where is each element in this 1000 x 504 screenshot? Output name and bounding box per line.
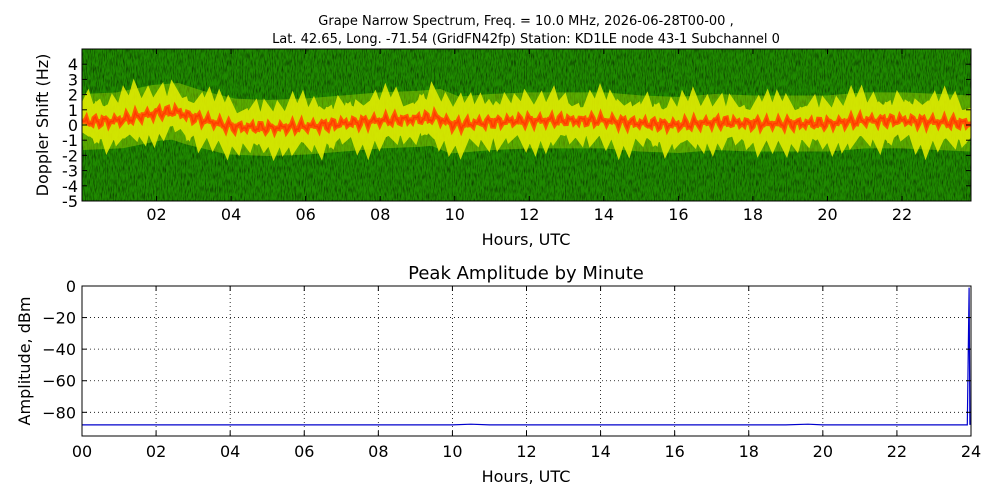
spectrogram-y-tick-label: 2 — [68, 86, 78, 105]
spectrogram-y-tick-label: -4 — [62, 177, 78, 196]
spectrogram-y-label: Doppler Shift (Hz) — [33, 54, 52, 197]
spectrogram-y-tick-label: 0 — [68, 116, 78, 135]
spectrogram-y-tick-label: -2 — [62, 146, 78, 165]
amplitude-y-tick-label: −20 — [42, 309, 76, 328]
spectrogram-y-tick-label: -5 — [62, 192, 78, 211]
amplitude-x-tick-label: 18 — [739, 442, 759, 461]
amplitude-x-tick-label: 08 — [368, 442, 388, 461]
amplitude-x-label: Hours, UTC — [482, 467, 571, 486]
amplitude-y-ticks: 0 −20 −40 −60 −80 — [42, 277, 971, 422]
amplitude-x-tick-label: 24 — [961, 442, 981, 461]
amplitude-x-tick-label: 04 — [220, 442, 240, 461]
spectrogram-x-tick-label: 10 — [445, 205, 465, 224]
spectrogram-x-tick-label: 22 — [892, 205, 912, 224]
spectrogram-x-tick-label: 12 — [519, 205, 539, 224]
amplitude-x-tick-label: 10 — [442, 442, 462, 461]
spectrogram-x-tick-label: 04 — [221, 205, 241, 224]
amplitude-y-tick-label: −60 — [42, 372, 76, 391]
spectrogram-y-tick-label: -3 — [62, 162, 78, 181]
amplitude-x-tick-label: 22 — [887, 442, 907, 461]
amplitude-x-tick-label: 06 — [294, 442, 314, 461]
spectrogram-plot — [82, 49, 971, 201]
amplitude-x-ticks: 00 02 04 06 08 10 12 14 16 18 20 22 24 — [72, 286, 981, 461]
spectrogram-x-tick-label: 14 — [594, 205, 614, 224]
amplitude-series-line — [82, 287, 971, 426]
spectrum-title-line2: Lat. 42.65, Long. -71.54 (GridFN42fp) St… — [272, 32, 780, 47]
amplitude-x-tick-label: 20 — [813, 442, 833, 461]
amplitude-x-tick-label: 00 — [72, 442, 92, 461]
spectrum-title-line1: Grape Narrow Spectrum, Freq. = 10.0 MHz,… — [318, 14, 733, 29]
amplitude-x-tick-label: 16 — [664, 442, 684, 461]
spectrogram-y-tick-label: 3 — [68, 70, 78, 89]
spectrogram-y-tick-label: 1 — [68, 101, 78, 120]
amplitude-grid — [82, 286, 971, 436]
amplitude-x-tick-label: 14 — [590, 442, 610, 461]
amplitude-x-tick-label: 02 — [146, 442, 166, 461]
spectrogram-x-tick-label: 16 — [668, 205, 688, 224]
doppler-trace-core — [82, 106, 971, 134]
amplitude-y-tick-label: −40 — [42, 340, 76, 359]
amplitude-y-tick-label: −80 — [42, 403, 76, 422]
spectrogram-x-tick-label: 02 — [146, 205, 166, 224]
spectrogram-x-tick-label: 06 — [295, 205, 315, 224]
spectrogram-x-tick-label: 08 — [370, 205, 390, 224]
spectrogram-x-label: Hours, UTC — [482, 230, 571, 249]
amplitude-y-tick-label: 0 — [66, 277, 76, 296]
spectrogram-x-tick-label: 18 — [743, 205, 763, 224]
amplitude-x-tick-label: 12 — [516, 442, 536, 461]
amplitude-y-label: Amplitude, dBm — [15, 297, 34, 426]
spectrogram-y-tick-label: 4 — [68, 55, 78, 74]
spectrogram-x-ticks: 02 04 06 08 10 12 14 16 18 20 22 — [146, 49, 912, 224]
amplitude-title: Peak Amplitude by Minute — [408, 263, 644, 284]
spectrogram-x-tick-label: 20 — [817, 205, 837, 224]
spectrogram-y-tick-label: -1 — [62, 131, 78, 150]
amplitude-frame — [81, 285, 972, 437]
